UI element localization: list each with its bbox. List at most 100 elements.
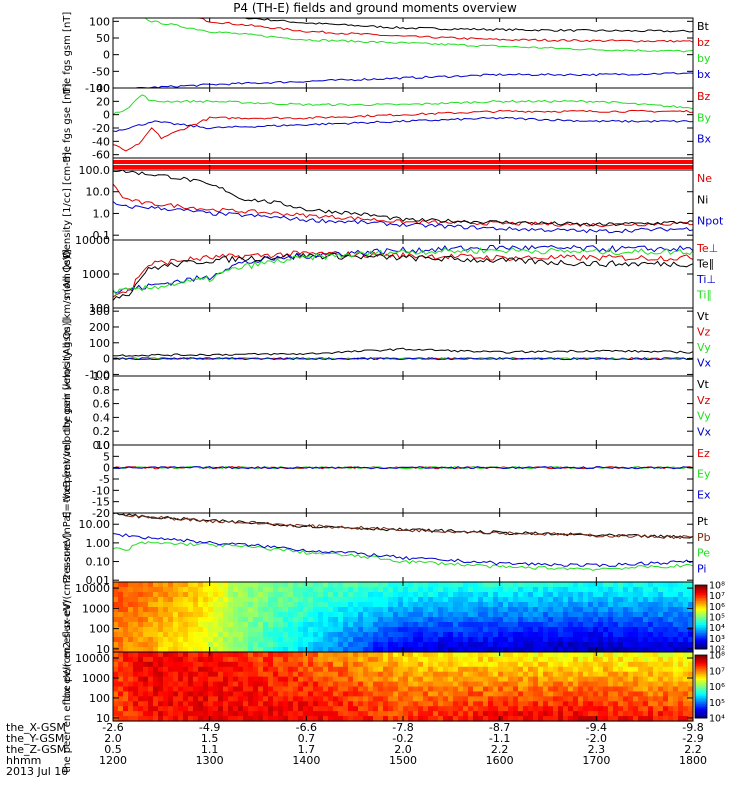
heatmap-cell: [593, 691, 599, 697]
heatmap-cell: [193, 627, 199, 633]
heatmap-cell: [548, 691, 554, 697]
heatmap-cell: [338, 617, 344, 623]
heatmap-cell: [653, 632, 659, 638]
x-value: 1.7: [297, 743, 316, 756]
heatmap-cell: [268, 642, 274, 648]
heatmap-cell: [173, 691, 179, 697]
heatmap-cell: [478, 696, 484, 702]
heatmap-cell: [408, 642, 414, 648]
heatmap-cell: [388, 671, 394, 678]
heatmap-cell: [478, 716, 484, 722]
colorbar-step: [695, 645, 707, 648]
heatmap-cell: [683, 632, 689, 638]
heatmap-cell: [328, 686, 334, 693]
heatmap-cell: [248, 676, 254, 683]
heatmap-cell: [503, 681, 509, 688]
heatmap-cell: [213, 647, 219, 653]
heatmap-cell: [113, 637, 119, 643]
heatmap-cell: [218, 652, 224, 658]
heatmap-cell: [233, 696, 239, 702]
heatmap-cell: [503, 711, 509, 717]
heatmap-cell: [628, 656, 634, 663]
heatmap-cell: [538, 627, 544, 633]
heatmap-cell: [443, 691, 449, 697]
heatmap-cell: [583, 676, 589, 683]
heatmap-cell: [343, 632, 349, 638]
heatmap-cell: [613, 647, 619, 653]
heatmap-cell: [308, 716, 314, 722]
heatmap-cell: [253, 716, 259, 722]
heatmap-cell: [683, 612, 689, 618]
heatmap-cell: [568, 686, 574, 693]
colorbar-step: [695, 604, 707, 607]
heatmap-cell: [618, 592, 624, 598]
heatmap-cell: [313, 622, 319, 628]
heatmap-cell: [588, 637, 594, 643]
heatmap-cell: [263, 607, 269, 613]
heatmap-cell: [453, 587, 459, 593]
heatmap-cell: [178, 701, 184, 707]
heatmap-cell: [518, 691, 524, 697]
heatmap-cell: [213, 592, 219, 598]
heatmap-cell: [233, 691, 239, 697]
heatmap-cell: [578, 711, 584, 717]
heatmap-cell: [278, 691, 284, 697]
heatmap-cell: [188, 691, 194, 697]
heatmap-cell: [248, 627, 254, 633]
y-tick-label: 300: [89, 305, 110, 318]
heatmap-cell: [533, 706, 539, 712]
heatmap-cell: [533, 627, 539, 633]
heatmap-cell: [228, 711, 234, 717]
heatmap-cell: [518, 582, 524, 588]
heatmap-cell: [268, 681, 274, 688]
heatmap-cell: [398, 711, 404, 717]
heatmap-cell: [328, 696, 334, 702]
heatmap-cell: [238, 602, 244, 608]
heatmap-cell: [208, 686, 214, 693]
heatmap-cell: [208, 602, 214, 608]
heatmap-cell: [158, 716, 164, 722]
heatmap-cell: [283, 637, 289, 643]
heatmap-cell: [183, 602, 189, 608]
heatmap-cell: [628, 622, 634, 628]
heatmap-cell: [613, 661, 619, 668]
heatmap-cell: [193, 711, 199, 717]
y-tick-label: 100.0: [79, 164, 111, 177]
heatmap-cell: [258, 592, 264, 598]
heatmap-cell: [463, 642, 469, 648]
heatmap-cell: [498, 642, 504, 648]
x-value: 2.2: [490, 743, 509, 756]
heatmap-cell: [433, 652, 439, 658]
heatmap-cell: [223, 716, 229, 722]
heatmap-cell: [553, 642, 559, 648]
colorbar-frame: [694, 654, 708, 719]
heatmap-cell: [643, 691, 649, 697]
heatmap-cell: [268, 612, 274, 618]
heatmap-cell: [383, 592, 389, 598]
heatmap-cell: [663, 642, 669, 648]
heatmap-cell: [628, 691, 634, 697]
heatmap-cell: [463, 656, 469, 663]
heatmap-cell: [503, 632, 509, 638]
heatmap-cell: [358, 691, 364, 697]
heatmap-cell: [288, 706, 294, 712]
heatmap-cell: [513, 681, 519, 688]
heatmap-cell: [403, 612, 409, 618]
heatmap-cell: [413, 642, 419, 648]
heatmap-cell: [218, 637, 224, 643]
heatmap-cell: [503, 656, 509, 663]
heatmap-cell: [133, 701, 139, 707]
heatmap-cell: [238, 676, 244, 683]
heatmap-cell: [528, 602, 534, 608]
colorbar-step: [695, 662, 707, 665]
heatmap-cell: [603, 696, 609, 702]
heatmap-cell: [318, 597, 324, 603]
heatmap-cell: [378, 597, 384, 603]
heatmap-cell: [618, 701, 624, 707]
heatmap-cell: [658, 642, 664, 648]
heatmap-cell: [648, 592, 654, 598]
heatmap-cell: [648, 597, 654, 603]
colorbar-label: 10⁴: [709, 623, 725, 634]
heatmap-cell: [673, 582, 679, 588]
